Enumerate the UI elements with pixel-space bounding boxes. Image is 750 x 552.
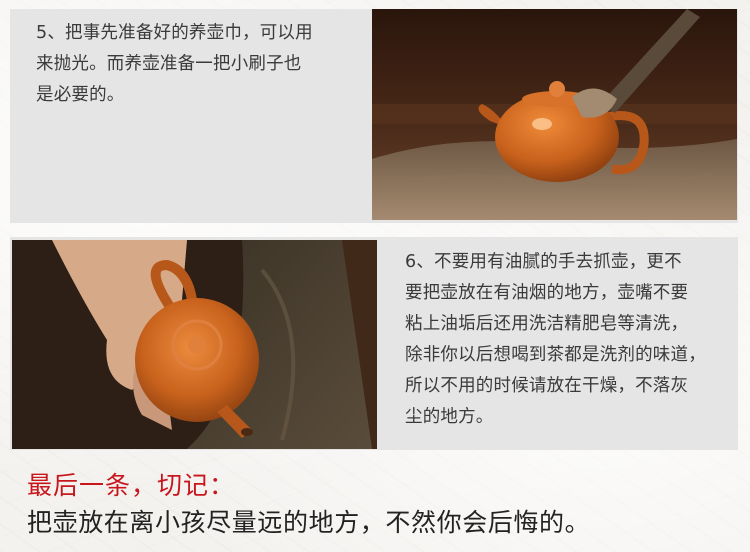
step6-line: 6、不要用有油腻的手去抓壶，更不 xyxy=(405,252,682,272)
step6-text: 6、不要用有油腻的手去抓壶，更不 要把壶放在有油烟的地方，壶嘴不要 粘上油垢后还… xyxy=(405,247,735,433)
step6-line: 所以不用的时候请放在干燥，不落灰 xyxy=(405,376,689,396)
final-reminder-text: 把壶放在离小孩尽量远的地方，不然你会后悔的。 xyxy=(27,508,591,537)
step5-line: 是必要的。 xyxy=(36,85,125,105)
step5-line: 来抛光。而养壶准备一把小刷子也 xyxy=(36,54,302,74)
teapot-hand-photo xyxy=(12,240,377,449)
step5-text: 5、把事先准备好的养壶巾，可以用 来抛光。而养壶准备一把小刷子也 是必要的。 xyxy=(36,18,354,111)
teapot-hand-illustration xyxy=(12,240,377,449)
step6-line: 尘的地方。 xyxy=(405,407,494,427)
step6-line: 粘上油垢后还用洗洁精肥皂等清洗， xyxy=(405,314,689,334)
teapot-brush-photo xyxy=(372,9,737,220)
step6-line: 要把壶放在有油烟的地方，壶嘴不要 xyxy=(405,283,689,303)
step5-line: 5、把事先准备好的养壶巾，可以用 xyxy=(36,23,313,43)
teapot-brush-illustration xyxy=(372,9,737,220)
final-reminder-title: 最后一条，切记： xyxy=(27,471,236,500)
step6-line: 除非你以后想喝到茶都是洗剂的味道， xyxy=(405,345,706,365)
